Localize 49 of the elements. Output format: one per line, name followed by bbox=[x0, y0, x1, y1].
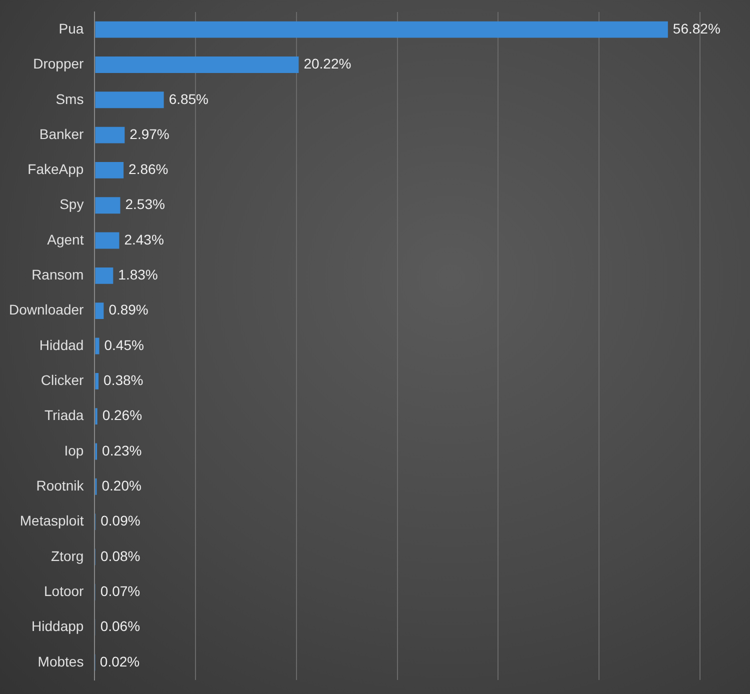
data-label: 6.85% bbox=[168, 90, 209, 107]
data-label: 0.23% bbox=[102, 442, 142, 458]
y-tick-label: Rootnik bbox=[36, 477, 85, 494]
data-label: 0.08% bbox=[100, 548, 140, 564]
data-label: 0.38% bbox=[104, 372, 144, 388]
y-tick-label: Lotoor bbox=[44, 582, 84, 599]
data-label: 2.86% bbox=[128, 161, 168, 178]
data-label: 2.43% bbox=[124, 231, 164, 248]
bar bbox=[95, 372, 99, 390]
data-label: 2.97% bbox=[130, 126, 170, 142]
data-label: 0.89% bbox=[108, 302, 148, 318]
bar bbox=[95, 197, 120, 214]
y-tick-label: FakeApp bbox=[28, 161, 84, 178]
y-tick-label: Hiddapp bbox=[32, 618, 84, 634]
y-tick-label: Downloader bbox=[8, 302, 84, 318]
y-tick-label: Agent bbox=[47, 231, 84, 248]
y-tick-label: Spy bbox=[60, 196, 84, 212]
data-label: 2.53% bbox=[125, 196, 165, 212]
y-tick-label: Iop bbox=[64, 442, 84, 458]
bar bbox=[95, 126, 125, 144]
data-label: 0.20% bbox=[102, 477, 142, 494]
bar bbox=[95, 232, 120, 249]
y-tick-label: Dropper bbox=[33, 56, 84, 72]
y-tick-label: Sms bbox=[56, 90, 84, 107]
bar bbox=[95, 21, 668, 38]
data-label: 0.09% bbox=[100, 512, 140, 529]
y-tick-label: Ztorg bbox=[51, 548, 84, 564]
y-tick-label: Hiddad bbox=[39, 336, 84, 353]
bar bbox=[95, 267, 114, 284]
data-label: 56.82% bbox=[672, 20, 720, 36]
bar bbox=[95, 338, 100, 354]
data-label: 0.02% bbox=[100, 653, 140, 670]
y-tick-label: Clicker bbox=[40, 372, 84, 388]
data-label: 20.22% bbox=[304, 56, 352, 72]
data-label: 1.83% bbox=[118, 266, 158, 283]
bar bbox=[95, 92, 164, 108]
data-label: 0.45% bbox=[104, 336, 144, 353]
data-label: 0.26% bbox=[102, 407, 142, 424]
y-tick-label: Mobtes bbox=[38, 653, 84, 670]
data-label: 0.06% bbox=[100, 618, 140, 634]
bar bbox=[95, 162, 124, 178]
y-tick-label: Pua bbox=[58, 20, 84, 36]
bar bbox=[95, 302, 104, 320]
y-tick-label: Metasploit bbox=[20, 512, 84, 529]
y-tick-label: Ransom bbox=[32, 266, 84, 283]
data-label: 0.07% bbox=[100, 582, 140, 599]
y-tick-label: Triada bbox=[44, 407, 84, 424]
bar bbox=[95, 56, 299, 73]
y-tick-label: Banker bbox=[39, 126, 84, 142]
